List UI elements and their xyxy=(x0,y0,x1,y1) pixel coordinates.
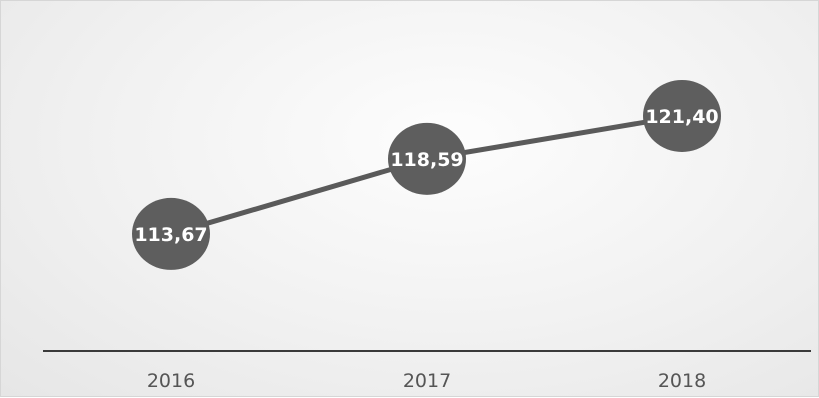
data-label-2018: 121,40 xyxy=(645,106,718,128)
data-point-marker-2017 xyxy=(388,122,466,195)
x-tick-label-2017: 2017 xyxy=(403,370,451,392)
data-point-marker-2016 xyxy=(132,197,210,270)
x-tick-label-2016: 2016 xyxy=(147,370,195,392)
data-label-2016: 113,67 xyxy=(134,224,207,246)
data-point-marker-2018 xyxy=(643,79,721,152)
series-layer: 113,67 118,59 121,40 xyxy=(132,79,721,270)
data-label-2017: 118,59 xyxy=(390,149,463,171)
x-tick-label-2018: 2018 xyxy=(658,370,706,392)
x-tick-labels: 2016 2017 2018 xyxy=(147,370,706,392)
